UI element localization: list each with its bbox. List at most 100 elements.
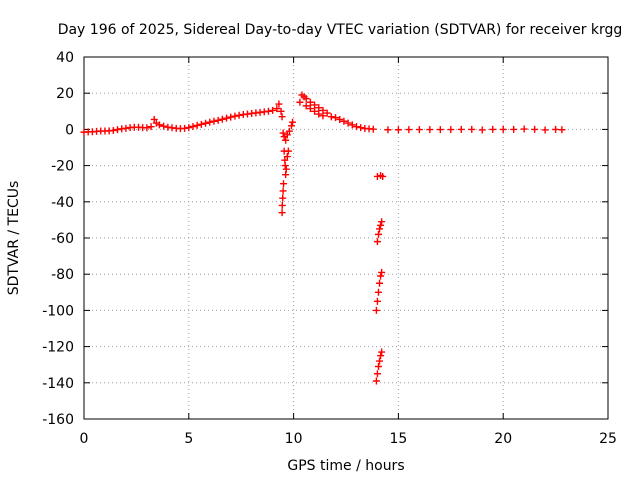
data-point [288, 122, 296, 130]
x-tick-label: 15 [389, 431, 407, 447]
data-point [218, 115, 226, 123]
y-tick-label: -160 [42, 412, 74, 428]
data-point [269, 106, 277, 114]
y-tick-label: -60 [51, 231, 74, 247]
data-point [447, 126, 455, 134]
data-point [282, 136, 290, 144]
data-point [306, 98, 314, 106]
data-point [206, 118, 214, 126]
data-point [114, 126, 122, 134]
data-point [279, 187, 287, 195]
data-point [283, 153, 291, 161]
x-tick-label: 20 [494, 431, 512, 447]
data-point [344, 119, 352, 127]
data-point [373, 238, 381, 246]
chart-title: Day 196 of 2025, Sidereal Day-to-day VTE… [58, 22, 623, 38]
data-point [302, 95, 310, 103]
x-axis-label: GPS time / hours [287, 458, 404, 474]
data-point [150, 115, 158, 123]
data-points [80, 91, 566, 385]
data-point [426, 126, 434, 134]
data-point [374, 363, 382, 371]
data-point [336, 115, 344, 123]
y-tick-label: 0 [65, 122, 74, 138]
data-point [478, 126, 486, 134]
data-point [510, 125, 518, 133]
data-point [280, 180, 288, 188]
data-point [285, 127, 293, 135]
y-tick-label: -80 [51, 267, 74, 283]
data-point [277, 107, 285, 115]
data-point [122, 124, 130, 132]
data-point [552, 125, 560, 133]
data-point [376, 357, 384, 365]
data-point [278, 201, 286, 209]
data-point [374, 230, 382, 238]
data-point [376, 279, 384, 287]
data-point [283, 131, 291, 139]
data-point [278, 113, 286, 121]
data-point [210, 117, 218, 125]
data-point [160, 122, 168, 130]
data-point [377, 352, 385, 360]
data-point [143, 124, 151, 132]
data-point [374, 288, 382, 296]
y-tick-label: -40 [51, 195, 74, 211]
data-point [384, 126, 392, 134]
data-point [278, 209, 286, 217]
plot-frame [83, 56, 609, 420]
data-point [235, 111, 243, 119]
data-point [181, 124, 189, 132]
data-point [155, 121, 163, 129]
data-point [520, 125, 528, 133]
data-point [558, 126, 566, 134]
data-point [541, 126, 549, 134]
data-point [499, 125, 507, 133]
data-point [315, 104, 323, 112]
grid [84, 57, 608, 419]
data-point [405, 126, 413, 134]
y-tick-label: -120 [42, 340, 74, 356]
data-point [436, 126, 444, 134]
x-tick-label: 0 [80, 431, 89, 447]
x-tick-label: 5 [184, 431, 193, 447]
data-point [223, 114, 231, 122]
data-point [323, 109, 331, 117]
y-tick-label: -140 [42, 376, 74, 392]
data-point [378, 268, 386, 276]
data-point [282, 165, 290, 173]
data-point [372, 377, 380, 385]
data-point [147, 123, 155, 131]
data-point [311, 107, 319, 115]
data-point [489, 125, 497, 133]
data-point [379, 172, 387, 180]
data-point [372, 306, 380, 314]
data-point [279, 194, 287, 202]
data-point [315, 110, 323, 118]
y-tick-label: -20 [51, 159, 74, 175]
data-point [197, 120, 205, 128]
data-point [202, 119, 210, 127]
data-point [311, 101, 319, 109]
data-point [457, 125, 465, 133]
data-point [373, 370, 381, 378]
data-point [352, 123, 360, 131]
y-tick-label: -100 [42, 303, 74, 319]
data-point [231, 112, 239, 120]
data-point [378, 218, 386, 226]
axis-ticks: 0 5 10 15 20 25 40 20 0 -20 -40 -60 -80 -100 -120 -140 -… [42, 50, 617, 447]
data-point [394, 126, 402, 134]
data-point [214, 116, 222, 124]
data-point [340, 117, 348, 125]
data-point [185, 124, 193, 132]
y-tick-label: 40 [56, 50, 74, 66]
x-tick-label: 25 [599, 431, 617, 447]
data-point [275, 100, 283, 108]
data-point [332, 114, 340, 122]
data-point [373, 297, 381, 305]
data-point [279, 129, 287, 137]
data-point [319, 112, 327, 120]
data-point [377, 221, 385, 229]
data-point [189, 123, 197, 131]
data-point [281, 162, 289, 170]
